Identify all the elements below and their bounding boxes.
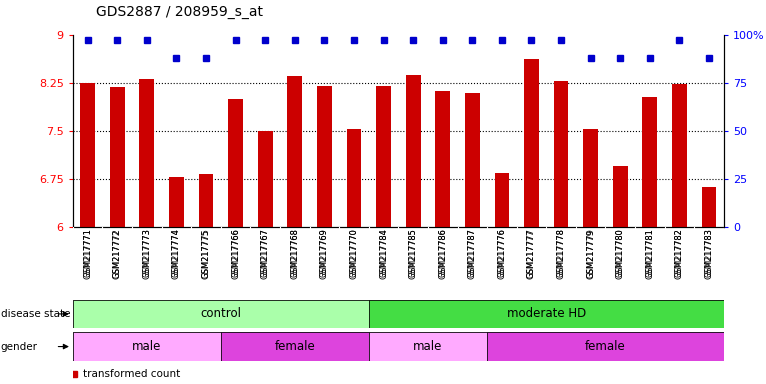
Bar	[672, 84, 687, 227]
Text: male: male	[132, 340, 162, 353]
Text: GSM217772: GSM217772	[113, 228, 122, 278]
Bar	[495, 173, 509, 227]
Bar	[221, 332, 368, 361]
Bar	[583, 129, 598, 227]
Text: GSM217776: GSM217776	[497, 228, 506, 277]
Bar	[702, 187, 716, 227]
Text: transformed count: transformed count	[83, 369, 180, 379]
Bar	[465, 93, 480, 227]
Bar	[257, 131, 273, 227]
Text: GSM217784: GSM217784	[379, 228, 388, 277]
Text: gender: gender	[1, 341, 38, 352]
Bar	[406, 75, 421, 227]
Bar	[73, 300, 368, 328]
Bar	[346, 129, 362, 227]
Text: GSM217778: GSM217778	[557, 228, 565, 277]
Bar	[73, 332, 221, 361]
Bar	[435, 91, 450, 227]
Text: GSM217786: GSM217786	[438, 228, 447, 277]
Bar	[643, 97, 657, 227]
Text: control: control	[200, 308, 241, 320]
Text: GDS2887 / 208959_s_at: GDS2887 / 208959_s_at	[96, 5, 263, 19]
Text: GSM217777: GSM217777	[527, 228, 536, 278]
Text: GSM217769: GSM217769	[320, 228, 329, 277]
Text: GSM217779: GSM217779	[586, 228, 595, 278]
Bar	[368, 300, 724, 328]
Bar	[613, 166, 627, 227]
Text: GSM217770: GSM217770	[349, 228, 358, 277]
Text: female: female	[585, 340, 626, 353]
Bar	[139, 79, 154, 227]
Bar	[524, 59, 539, 227]
Bar	[110, 87, 125, 227]
Bar	[287, 76, 302, 227]
Bar	[228, 99, 243, 227]
Bar	[317, 86, 332, 227]
Text: male: male	[413, 340, 443, 353]
Bar	[554, 81, 568, 227]
Text: GSM217775: GSM217775	[201, 228, 211, 278]
Bar	[487, 332, 724, 361]
Text: GSM217774: GSM217774	[172, 228, 181, 277]
Text: GSM217781: GSM217781	[646, 228, 654, 277]
Text: GSM217766: GSM217766	[231, 228, 240, 277]
Text: GSM217768: GSM217768	[290, 228, 300, 277]
Bar	[368, 332, 487, 361]
Text: GSM217787: GSM217787	[468, 228, 476, 277]
Text: GSM217767: GSM217767	[260, 228, 270, 277]
Text: GSM217771: GSM217771	[83, 228, 92, 277]
Text: GSM217783: GSM217783	[705, 228, 714, 277]
Text: GSM217780: GSM217780	[616, 228, 625, 277]
Text: female: female	[274, 340, 315, 353]
Text: moderate HD: moderate HD	[506, 308, 586, 320]
Bar	[198, 174, 214, 227]
Text: disease state: disease state	[1, 309, 70, 319]
Bar	[169, 177, 184, 227]
Bar	[80, 83, 95, 227]
Text: GSM217782: GSM217782	[675, 228, 684, 277]
Bar	[376, 86, 391, 227]
Text: GSM217785: GSM217785	[408, 228, 417, 277]
Text: GSM217773: GSM217773	[142, 228, 151, 277]
